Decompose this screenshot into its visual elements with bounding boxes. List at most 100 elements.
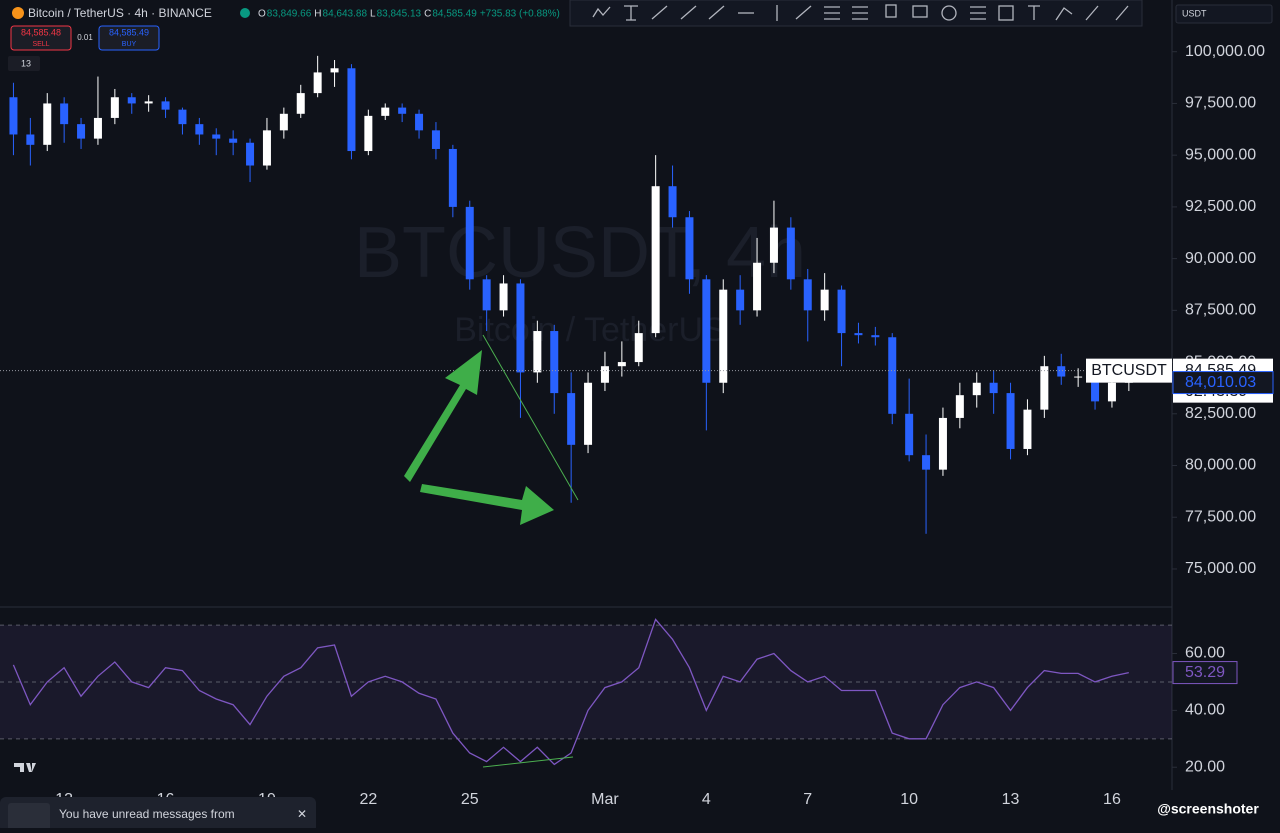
tv-logo [14,763,36,772]
candle-body [550,331,559,394]
candle-body [212,134,221,139]
ohlc-value: 83,849.66 [267,9,312,20]
tool-icon[interactable] [852,6,868,20]
ohlc-key: H [314,9,321,20]
spread: 0.01 [77,33,93,42]
candle-body [634,333,643,363]
toast-text: You have unread messages from [59,807,235,821]
y-tick-label: 95,000.00 [1185,146,1256,163]
x-tick-label: 25 [461,791,479,808]
y-tick-label: 75,000.00 [1185,560,1256,577]
bid-price-box [1172,371,1274,395]
buy-price: 84,585.49 [109,27,149,37]
candle-body [685,217,694,280]
arrow [420,484,554,525]
candle-body [60,103,69,125]
y-tick-label: 97,500.00 [1185,95,1256,112]
candle-body [584,382,593,445]
candle-body [448,148,457,207]
candle-body [1091,376,1100,402]
tool-icon[interactable] [592,6,611,18]
ohlc-key: L [370,9,376,20]
toast-close[interactable]: ✕ [297,807,307,821]
candle-body [144,101,153,104]
ohlc-value: 84,643.88 [323,9,368,20]
candle-body [651,186,660,334]
candle-body [77,124,86,139]
x-tick-label: 13 [1002,791,1020,808]
candle-body [246,142,255,166]
tool-icon[interactable] [1028,5,1040,20]
tool-icon[interactable] [824,6,840,20]
candle-body [415,113,424,131]
ohlc-key: C [424,9,431,20]
tool-icon[interactable] [624,5,638,21]
candle-body [516,283,525,373]
candle-body [313,72,322,94]
tool-icon[interactable] [1115,5,1129,21]
rsi-value: 53.29 [1185,664,1225,681]
indicator-toggle[interactable] [8,56,40,71]
x-tick-label: 4 [702,791,711,808]
candle-body [753,262,762,311]
y-tick-label: 60.00 [1185,645,1225,662]
tool-icon[interactable] [941,5,957,21]
candle-body [43,103,52,145]
symbol-title[interactable]: Bitcoin / TetherUS · 4h · BINANCE [28,6,212,20]
y-tick-label: 87,500.00 [1185,302,1256,319]
candle-body [229,138,238,143]
tool-icon[interactable] [795,5,812,20]
tool-icon[interactable] [998,5,1014,21]
tool-icon[interactable] [708,5,725,20]
candle-body [195,124,204,135]
candle-body [922,455,931,470]
tool-icon[interactable] [970,6,986,20]
candle-body [9,97,18,135]
divergence-line [482,334,579,501]
candle-body [347,68,356,152]
x-tick-label: Mar [591,791,619,808]
currency-select[interactable] [1175,4,1273,24]
candle-body [465,206,474,280]
candle-body [1040,366,1049,410]
symbol-tag [1086,358,1172,383]
buy-button[interactable] [98,25,160,51]
toast [0,797,316,833]
ohlc-value: 83,845.13 [377,9,422,20]
candle-body [719,289,728,383]
y-tick-label: 90,000.00 [1185,250,1256,267]
candle-body [786,227,795,280]
candle-body [93,117,102,139]
candle-body [431,130,440,149]
x-tick-label: 16 [1103,791,1121,808]
symbol-tag-text: BTCUSDT [1091,362,1167,379]
currency: USDT [1182,8,1207,18]
rsi-value-box [1172,661,1238,685]
candle-body [364,115,373,152]
buy-label: BUY [122,41,137,48]
candle-body [499,283,508,311]
tool-icon[interactable] [1055,7,1073,21]
candle-body [972,382,981,396]
tool-icon[interactable] [1085,5,1099,21]
ohlc-value: 84,585.49 [432,9,477,20]
candle-body [381,107,390,116]
arrow [404,350,482,482]
candle-body [1074,376,1083,378]
candle-body [820,289,829,311]
candle-body [803,279,812,311]
x-tick-label: 22 [359,791,377,808]
tool-icon[interactable] [680,5,697,20]
tool-icon[interactable] [651,5,668,20]
candle-body [262,130,271,166]
candle-body [871,335,880,338]
tool-icon[interactable] [885,4,897,18]
rsi-line [12,618,1129,766]
tool-icon[interactable] [912,5,928,18]
x-tick-label: 7 [803,791,812,808]
candle-body [600,366,609,383]
watermark-name: Bitcoin / TetherUS [454,311,726,349]
sell-button[interactable] [10,25,72,51]
watermark-credit: @screenshoter [1157,801,1259,817]
y-tick-label: 80,000.00 [1185,457,1256,474]
